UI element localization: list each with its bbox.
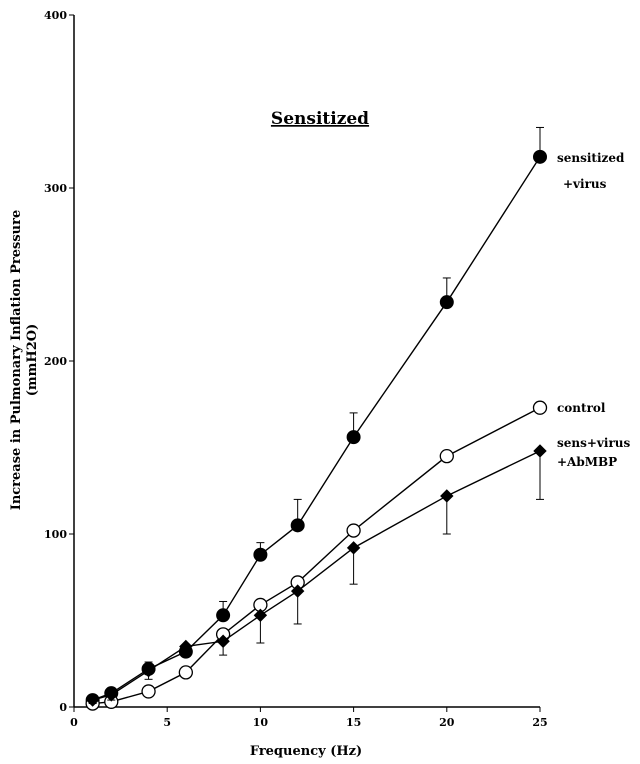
- y-tick-label: 100: [44, 528, 67, 541]
- series-0: [85, 126, 547, 708]
- data-point: [253, 547, 268, 562]
- data-point: [253, 608, 268, 623]
- x-tick-label: 20: [439, 716, 455, 729]
- data-point: [104, 688, 118, 702]
- x-axis-title: Frequency (Hz): [250, 744, 362, 759]
- x-tick-label: 10: [253, 716, 269, 729]
- series-line: [92, 450, 541, 701]
- series-label-line: sensitized: [557, 151, 625, 165]
- series-1: [85, 400, 548, 711]
- data-point: [216, 634, 230, 648]
- data-point: [179, 639, 193, 654]
- y-tick-label: 300: [44, 182, 67, 195]
- y-tick-label: 400: [44, 9, 67, 22]
- y-axis-title: Increase in Pulmonary Inflation Pressure: [9, 210, 24, 511]
- data-point: [290, 584, 305, 598]
- chart-title: Sensitized: [271, 109, 369, 129]
- y-tick-label: 0: [59, 701, 67, 714]
- label-sensitized-virus: sensitized +virus: [557, 151, 625, 191]
- series-label-line: sens+virus: [557, 436, 631, 450]
- y-axis-unit: (mmH2O): [25, 324, 40, 396]
- data-point: [439, 448, 454, 464]
- x-tick-label: 25: [532, 716, 547, 729]
- series-label-line: control: [557, 401, 606, 415]
- series-line: [92, 407, 541, 705]
- series-label-line: +AbMBP: [557, 455, 617, 469]
- data-point: [141, 684, 156, 699]
- data-point: [533, 444, 547, 458]
- data-point: [532, 400, 548, 415]
- axes: 0 5 10 15 20 25 0 100 200 300 400: [44, 9, 548, 729]
- x-tick-label: 5: [163, 716, 171, 729]
- data-point: [178, 665, 193, 680]
- label-sens-virus-abmbp: sens+virus +AbMBP: [557, 436, 631, 469]
- data-point: [439, 295, 454, 310]
- label-control: control: [557, 401, 606, 415]
- data-point: [85, 693, 100, 707]
- data-point: [346, 430, 361, 445]
- data-point: [346, 541, 361, 555]
- data-point: [346, 523, 361, 538]
- x-tick-label: 15: [346, 716, 361, 729]
- x-tick-label: 0: [70, 716, 78, 729]
- series-line: [92, 156, 541, 701]
- y-tick-label: 200: [44, 355, 67, 368]
- data-point: [216, 608, 231, 623]
- data-point: [141, 663, 156, 678]
- data-point: [440, 489, 454, 503]
- data-point: [290, 518, 305, 533]
- series-2: [85, 444, 547, 707]
- data-point: [533, 149, 547, 164]
- series-label-line: +virus: [563, 177, 607, 191]
- series-layer: [85, 126, 548, 711]
